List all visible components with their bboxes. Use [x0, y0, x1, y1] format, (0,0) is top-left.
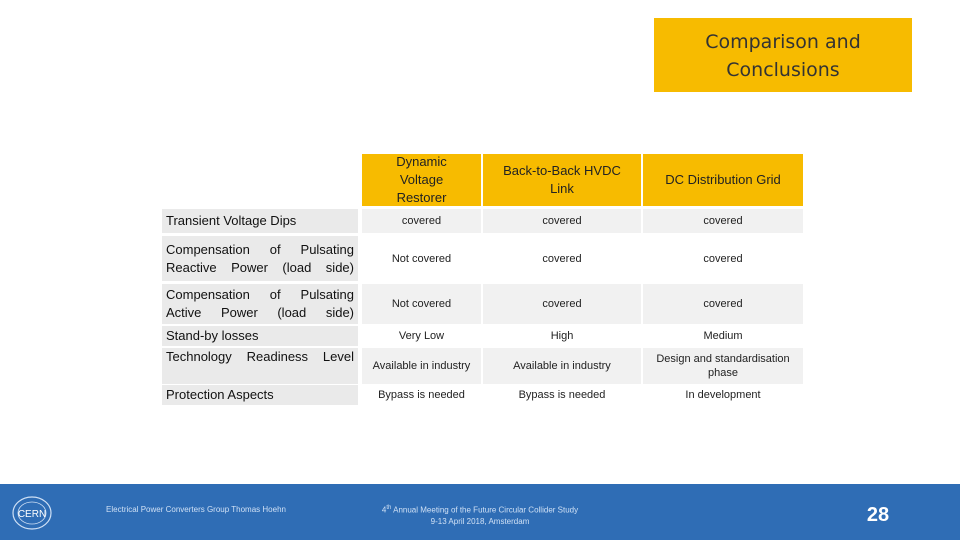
column-header-hvdc: Back-to-Back HVDC Link — [483, 154, 641, 206]
logo-text: CERN — [18, 509, 46, 520]
column-header-label: Dynamic Voltage Restorer — [396, 154, 447, 205]
table-cell: Bypass is needed — [378, 389, 465, 401]
slide-title-line1: Comparison and — [705, 31, 861, 53]
table-cell: Available in industry — [362, 348, 481, 384]
meeting-number: 4 — [381, 505, 387, 515]
table-cell: High — [550, 330, 574, 342]
row-label-text: Compensation of Pulsating Reactive Power… — [166, 241, 354, 275]
page-number: 28 — [866, 504, 890, 526]
table-cell: Very Low — [398, 330, 445, 342]
table-cell: In development — [685, 389, 761, 401]
table-cell: covered — [643, 209, 803, 233]
table-cell: covered — [542, 252, 582, 265]
table-cell: Design and standardisation phase — [643, 348, 803, 384]
row-label-active-power: Compensation of Pulsating Active Power (… — [162, 284, 358, 324]
column-header-label: DC Distribution Grid — [665, 172, 781, 187]
table-cell: covered — [483, 284, 641, 324]
row-label-standby-losses: Stand-by losses — [162, 326, 358, 346]
row-label-text: Compensation of Pulsating Active Power (… — [166, 287, 354, 320]
footer-bar: CERN Electrical Power Converters Group T… — [0, 484, 960, 540]
footer-group: Electrical Power Converters Group Thomas… — [106, 505, 286, 514]
meeting-dates: 9-13 April 2018, Amsterdam — [430, 516, 530, 526]
slide-title-line2: Conclusions — [726, 59, 840, 81]
table-cell: Medium — [703, 330, 743, 342]
row-label-technology-readiness: Technology Readiness Level — [162, 348, 358, 384]
table-cell: covered — [362, 209, 481, 233]
table-cell: covered — [643, 284, 803, 324]
row-label-reactive-power: Compensation of Pulsating Reactive Power… — [162, 236, 358, 281]
row-label-text: Technology Readiness Level — [166, 349, 354, 364]
table-cell: Not covered — [391, 252, 452, 265]
meeting-title: Annual Meeting of the Future Circular Co… — [391, 505, 579, 515]
table-cell: Not covered — [362, 284, 481, 324]
footer-meeting: 4th Annual Meeting of the Future Circula… — [362, 503, 598, 527]
meeting-ordinal: th — [386, 505, 392, 511]
cern-logo: CERN — [12, 496, 52, 530]
column-header-dvr: Dynamic Voltage Restorer — [362, 154, 481, 206]
column-header-label: Back-to-Back HVDC Link — [503, 163, 621, 196]
table-cell: Bypass is needed — [518, 389, 606, 401]
row-label-transient-voltage-dips: Transient Voltage Dips — [162, 209, 358, 233]
row-label-protection-aspects: Protection Aspects — [162, 385, 358, 405]
table-cell: covered — [703, 252, 743, 265]
table-cell: covered — [483, 209, 641, 233]
slide-title: Comparison and Conclusions — [654, 18, 912, 92]
column-header-dc-grid: DC Distribution Grid — [643, 154, 803, 206]
table-cell: Available in industry — [483, 348, 641, 384]
